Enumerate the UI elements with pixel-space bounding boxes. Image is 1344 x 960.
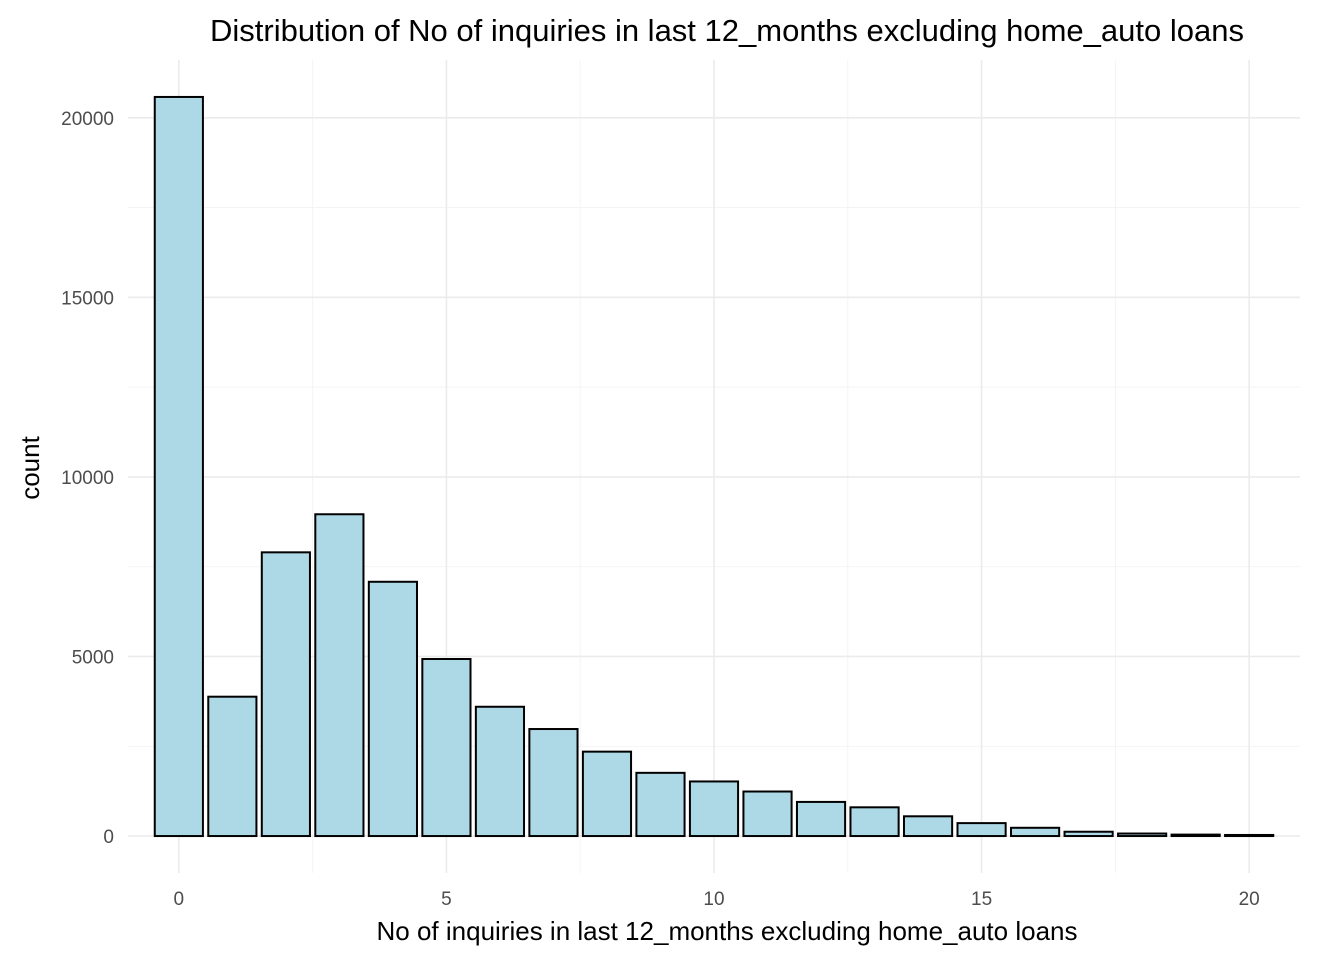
y-tick-label: 20000 — [61, 109, 114, 130]
y-axis-ticks: 0 5000 10000 15000 20000 — [61, 109, 114, 848]
bar-16 — [1010, 826, 1061, 838]
bar-12 — [795, 800, 847, 838]
x-axis-ticks: 0 5 10 15 20 — [174, 889, 1260, 910]
chart-title: Distribution of No of inquiries in last … — [210, 13, 1244, 48]
bar-10 — [688, 780, 740, 838]
x-tick-label: 20 — [1239, 889, 1260, 910]
bar-1 — [207, 695, 258, 838]
bar-7 — [528, 728, 579, 838]
bar-17 — [1063, 830, 1114, 838]
bars — [153, 95, 1275, 838]
x-tick-label: 15 — [971, 889, 992, 910]
bar-11 — [742, 790, 793, 838]
bar-15 — [956, 822, 1007, 838]
bar-6 — [474, 705, 526, 838]
bar-0 — [153, 95, 204, 838]
y-axis-title: count — [15, 435, 45, 499]
y-tick-label: 5000 — [72, 647, 114, 668]
y-tick-label: 0 — [103, 827, 114, 848]
x-tick-label: 0 — [174, 889, 185, 910]
bar-18 — [1117, 832, 1168, 838]
bar-20 — [1224, 833, 1275, 838]
bar-13 — [849, 806, 900, 838]
bar-4 — [367, 580, 418, 838]
bar-9 — [635, 771, 686, 838]
x-tick-label: 10 — [703, 889, 724, 910]
bar-19 — [1170, 833, 1221, 838]
y-tick-label: 10000 — [61, 468, 114, 489]
x-tick-label: 5 — [441, 889, 452, 910]
y-tick-label: 15000 — [61, 288, 114, 309]
bar-8 — [581, 750, 633, 838]
bar-14 — [902, 815, 954, 838]
x-axis-title: No of inquiries in last 12_months exclud… — [377, 916, 1078, 946]
bar-3 — [314, 513, 365, 838]
bar-5 — [421, 657, 472, 838]
bar-2 — [260, 551, 311, 838]
